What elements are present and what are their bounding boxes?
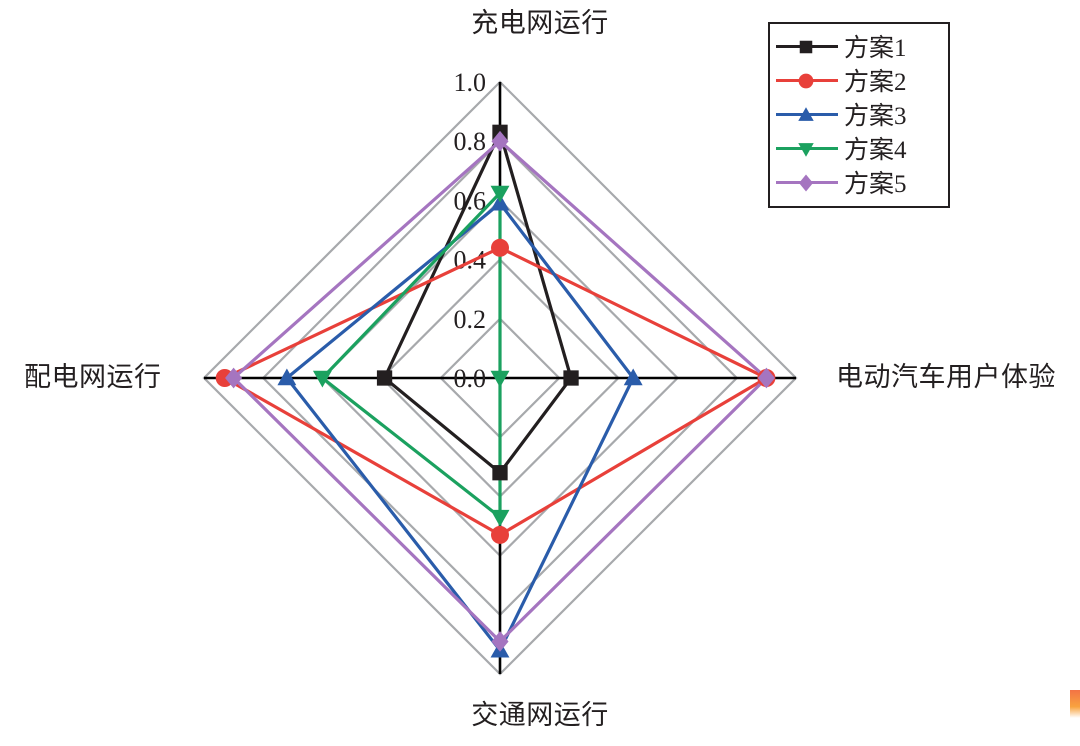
series-marker: [798, 73, 814, 89]
legend-marker-square-icon: [799, 40, 813, 54]
legend-item[interactable]: 方案4: [776, 131, 948, 165]
series-marker: [623, 368, 643, 386]
series-marker: [799, 174, 813, 192]
tick-label: 0.4: [454, 246, 487, 275]
legend: 方案1 方案2 方案3 方案4 方案5: [768, 22, 950, 208]
series-marker: [798, 107, 814, 121]
series-marker: [490, 185, 510, 203]
axis-label-bottom: 交通网运行: [471, 700, 609, 730]
legend-label: 方案1: [844, 35, 907, 62]
legend-label: 方案5: [844, 171, 907, 198]
legend-sample: [776, 68, 838, 92]
tick-labels: 0.0 0.2 0.4 0.6 0.8 1.0: [454, 68, 487, 393]
tick-label: 0.0: [454, 364, 487, 393]
series-marker: [563, 370, 579, 386]
legend-item[interactable]: 方案3: [776, 97, 948, 131]
tick-label: 1.0: [454, 68, 487, 97]
axis-label-right: 电动汽车用户体验: [836, 362, 1056, 392]
legend-marker-triangle-up-icon: [798, 107, 814, 121]
series-marker: [492, 465, 508, 481]
legend-label: 方案2: [844, 69, 907, 96]
axis-label-top: 充电网运行: [471, 8, 609, 38]
corner-artifact: [1070, 690, 1080, 718]
series-marker: [376, 370, 393, 386]
series-markers: [215, 124, 776, 658]
legend-marker-triangle-down-icon: [798, 143, 814, 157]
tick-label: 0.2: [454, 305, 487, 334]
legend-sample: [776, 34, 838, 58]
series-marker: [490, 370, 510, 388]
series-marker: [490, 509, 510, 527]
legend-label: 方案4: [844, 137, 907, 164]
tick-label: 0.6: [454, 186, 487, 215]
tick-label: 0.8: [454, 127, 487, 156]
legend-marker-diamond-icon: [799, 174, 813, 192]
series-marker: [798, 143, 814, 157]
legend-item[interactable]: 方案2: [776, 63, 948, 97]
legend-item[interactable]: 方案1: [776, 29, 948, 63]
series-marker: [312, 370, 332, 388]
legend-sample: [776, 136, 838, 160]
series-marker: [225, 367, 243, 389]
legend-sample: [776, 102, 838, 126]
series-marker: [277, 368, 297, 386]
legend-item[interactable]: 方案5: [776, 165, 948, 199]
series-marker: [491, 238, 509, 257]
legend-label: 方案3: [844, 103, 907, 130]
axis-label-left: 配电网运行: [24, 362, 162, 392]
series-marker: [491, 631, 509, 652]
series-marker: [799, 40, 813, 54]
series-marker: [757, 367, 775, 389]
legend-marker-circle-icon: [798, 73, 814, 89]
series-marker: [491, 525, 509, 544]
legend-sample: [776, 170, 838, 194]
series-marker: [491, 130, 509, 152]
